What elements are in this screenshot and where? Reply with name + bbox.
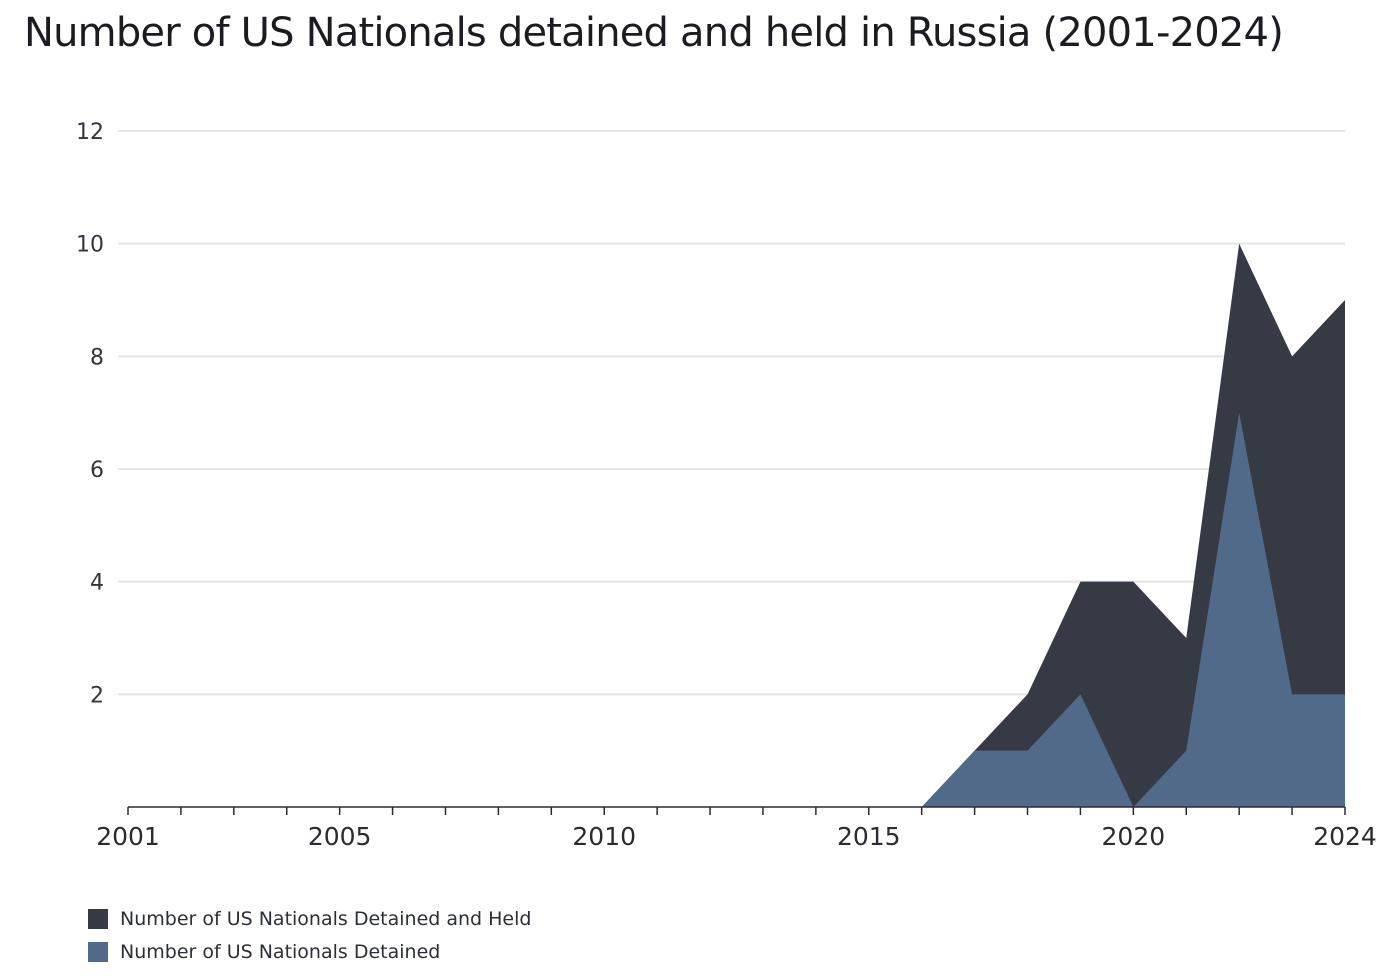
y-tick-label-8: 8 <box>90 345 104 370</box>
x-tick-label-2005: 2005 <box>308 822 372 851</box>
data-point-detained-and-held-2018 <box>1026 692 1030 696</box>
data-point-detained-and-held-2021 <box>1184 636 1188 640</box>
y-tick-label-12: 12 <box>76 120 104 145</box>
legend: Number of US Nationals Detained and Held… <box>88 902 531 968</box>
legend-item-detained: Number of US Nationals Detained <box>88 935 531 968</box>
area-series-detained <box>128 412 1345 807</box>
y-tick-label-10: 10 <box>76 233 104 258</box>
data-point-detained-2021 <box>1184 749 1188 753</box>
legend-item-detained-and-held: Number of US Nationals Detained and Held <box>88 902 531 935</box>
y-tick-label-6: 6 <box>90 458 104 483</box>
y-tick-label-2: 2 <box>90 683 104 708</box>
y-tick-label-4: 4 <box>90 571 104 596</box>
data-point-detained-2017 <box>973 749 977 753</box>
legend-label-detained-and-held: Number of US Nationals Detained and Held <box>120 907 532 930</box>
data-point-detained-2019 <box>1078 692 1082 696</box>
legend-swatch-detained <box>88 941 108 962</box>
x-tick-label-2015: 2015 <box>837 822 901 851</box>
chart-title: Number of US Nationals detained and held… <box>24 10 1284 56</box>
x-tick-label-2001: 2001 <box>96 822 160 851</box>
legend-swatch-detained-and-held <box>88 908 108 929</box>
x-tick-label-2010: 2010 <box>572 822 636 851</box>
data-point-detained-and-held-2023 <box>1290 354 1294 358</box>
data-point-detained-2024 <box>1343 692 1347 696</box>
data-point-detained-2018 <box>1026 749 1030 753</box>
x-tick-label-2020: 2020 <box>1102 822 1166 851</box>
area-series-detained-and-held <box>128 243 1345 807</box>
legend-label-detained: Number of US Nationals Detained <box>120 940 441 963</box>
area-chart: 2 4 6 8 10 12 2001 2005 2010 2015 2020 2024 <box>76 120 1377 851</box>
data-point-detained-2022 <box>1237 411 1241 415</box>
data-point-detained-and-held-2019 <box>1078 580 1082 584</box>
data-point-detained-2023 <box>1290 692 1294 696</box>
data-point-detained-and-held-2020 <box>1131 580 1135 584</box>
x-tick-label-2024: 2024 <box>1313 822 1377 851</box>
data-point-detained-and-held-2024 <box>1343 298 1347 302</box>
data-point-detained-and-held-2022 <box>1237 242 1241 246</box>
